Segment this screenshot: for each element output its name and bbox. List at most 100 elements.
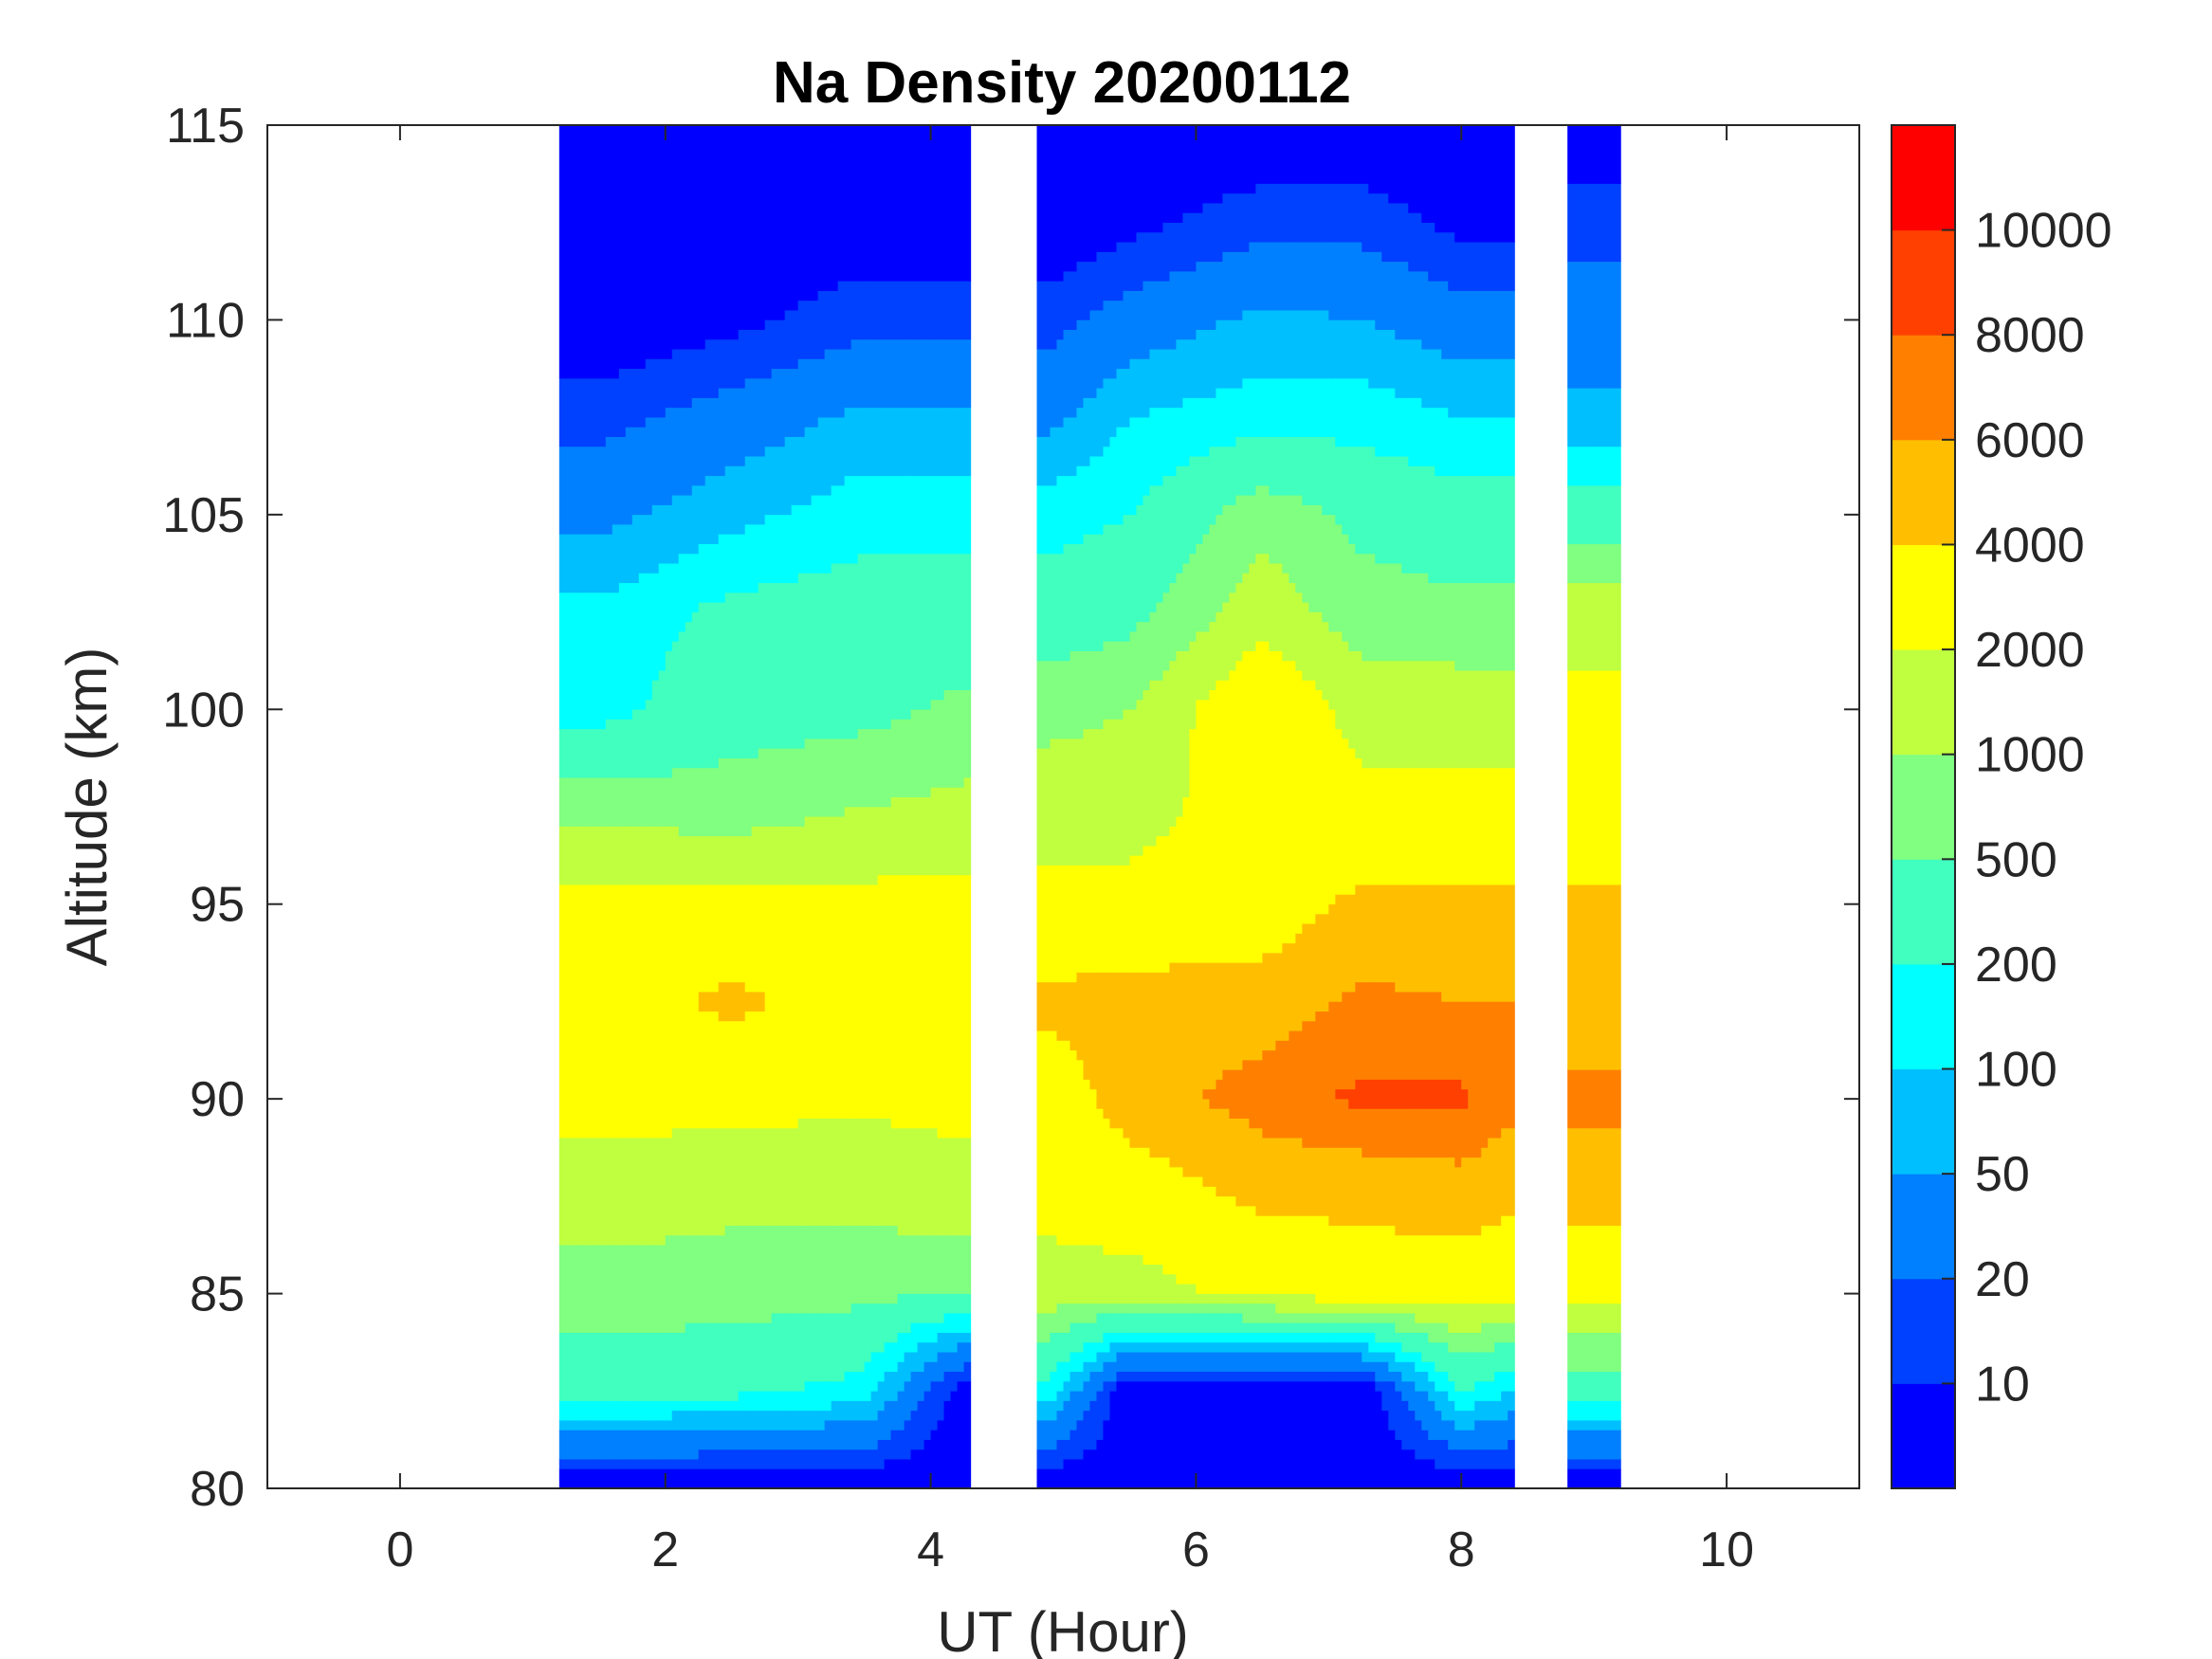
contour-band-cell	[910, 281, 919, 340]
contour-band-cell	[1295, 309, 1303, 379]
contour-band-cell	[791, 1410, 799, 1431]
contour-band-cell	[1229, 669, 1236, 963]
contour-band-cell	[631, 514, 640, 584]
contour-band-cell	[625, 826, 633, 885]
contour-band-cell	[943, 475, 952, 555]
contour-band-cell	[1368, 767, 1376, 885]
contour-band-cell	[625, 1458, 633, 1469]
contour-band-cell	[1103, 1380, 1111, 1421]
contour-band-cell	[957, 787, 965, 876]
contour-band-cell	[1136, 416, 1144, 505]
contour-band-cell	[1488, 1419, 1495, 1450]
contour-band-cell	[671, 1234, 680, 1333]
contour-band-cell	[1222, 1371, 1230, 1382]
contour-band-cell	[1069, 475, 1078, 544]
contour-band-cell	[1308, 241, 1316, 311]
contour-band-cell	[1408, 1108, 1416, 1158]
contour-band-cell	[1600, 261, 1608, 389]
contour-band-cell	[897, 338, 905, 409]
contour-band-cell	[1614, 1069, 1621, 1129]
contour-band-cell	[605, 826, 613, 885]
contour-band-cell	[870, 728, 879, 808]
contour-band-cell	[797, 1410, 806, 1431]
contour-band-cell	[771, 748, 779, 827]
contour-band-cell	[651, 1419, 660, 1431]
contour-band-cell	[1600, 183, 1608, 263]
contour-band-cell	[1381, 1303, 1389, 1314]
contour-band-cell	[1162, 1351, 1171, 1373]
contour-band-cell	[1375, 884, 1382, 983]
contour-band-cell	[704, 397, 713, 477]
contour-band-cell	[1229, 446, 1236, 505]
contour-band-cell	[1083, 261, 1091, 320]
contour-band-cell	[1269, 1293, 1276, 1304]
contour-band-cell	[751, 1410, 759, 1431]
contour-band-cell	[1607, 884, 1615, 1070]
contour-band-cell	[837, 348, 846, 418]
contour-band-cell	[671, 1458, 680, 1469]
contour-band-cell	[1448, 1234, 1455, 1304]
contour-band-cell	[1567, 446, 1575, 486]
contour-band-cell	[777, 582, 786, 749]
contour-band-cell	[1076, 465, 1085, 544]
contour-band-cell	[1415, 397, 1422, 466]
contour-band-cell	[625, 1419, 633, 1431]
contour-band-cell	[1149, 1264, 1158, 1304]
contour-band-cell	[870, 1449, 879, 1469]
contour-band-cell	[923, 1390, 932, 1440]
contour-band-cell	[824, 1449, 832, 1469]
contour-band-cell	[645, 416, 653, 516]
contour-band-cell	[572, 826, 580, 885]
contour-band-cell	[1481, 1380, 1489, 1401]
contour-band-cell	[1607, 1458, 1615, 1469]
contour-band-cell	[1229, 319, 1236, 389]
contour-band-cell	[1388, 1157, 1396, 1226]
contour-band-cell	[1242, 1303, 1250, 1323]
contour-band-cell	[777, 1468, 786, 1489]
contour-band-cell	[1594, 446, 1601, 486]
contour-band-cell	[917, 874, 925, 1129]
contour-band-cell	[817, 1118, 826, 1226]
contour-band-cell	[1355, 446, 1362, 555]
contour-band-cell	[1401, 1449, 1409, 1489]
contour-band-cell	[890, 407, 899, 477]
contour-band-cell	[1196, 699, 1204, 963]
contour-band-cell	[1594, 1069, 1601, 1129]
contour-band-cell	[1567, 124, 1575, 184]
contour-band-cell	[837, 281, 846, 350]
contour-band-cell	[631, 1430, 640, 1460]
contour-band-cell	[1089, 1449, 1098, 1489]
contour-band-cell	[758, 1322, 766, 1392]
contour-band-cell	[1176, 270, 1184, 340]
contour-band-cell	[1143, 231, 1151, 282]
contour-band-cell	[1428, 1361, 1435, 1382]
contour-band-cell	[1587, 446, 1595, 486]
contour-band-cell	[1381, 562, 1389, 662]
contour-band-cell	[758, 582, 766, 749]
contour-band-cell	[804, 358, 813, 428]
contour-band-cell	[1176, 1312, 1184, 1333]
contour-band-cell	[1076, 1244, 1085, 1304]
contour-band-cell	[1355, 1341, 1362, 1353]
contour-band-cell	[1488, 358, 1495, 418]
contour-band-cell	[738, 124, 746, 330]
contour-band-cell	[1435, 1322, 1442, 1343]
contour-band-cell	[1421, 1361, 1429, 1373]
contour-band-cell	[1454, 1332, 1462, 1353]
contour-band-cell	[1043, 348, 1051, 437]
contour-band-cell	[870, 553, 879, 730]
contour-band-cell	[850, 1449, 859, 1469]
contour-band-cell	[1468, 241, 1475, 291]
contour-band-cell	[572, 728, 580, 778]
contour-band-cell	[1362, 1303, 1369, 1314]
contour-band-cell	[1255, 1371, 1263, 1382]
contour-band-cell	[1594, 388, 1601, 447]
contour-band-cell	[698, 1400, 706, 1412]
contour-band-cell	[1408, 1449, 1416, 1489]
contour-band-cell	[917, 338, 925, 409]
contour-band-cell	[704, 1468, 713, 1489]
contour-band-cell	[1594, 1468, 1601, 1489]
contour-band-cell	[1342, 1332, 1349, 1343]
contour-band-cell	[1408, 1410, 1416, 1450]
contour-band-cell	[811, 738, 819, 817]
